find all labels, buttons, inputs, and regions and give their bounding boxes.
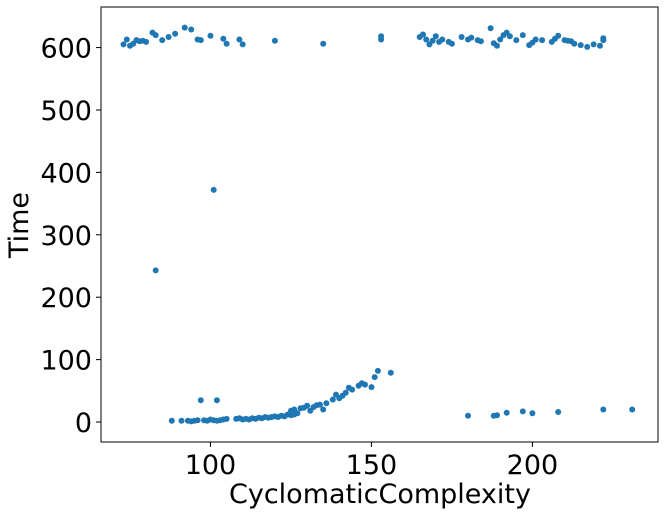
data-point (629, 406, 636, 413)
x-axis-label: CyclomaticComplexity (229, 479, 531, 510)
x-tick-label: 150 (346, 450, 398, 481)
data-point (600, 35, 607, 42)
data-point (143, 38, 150, 45)
data-point (387, 369, 394, 376)
data-point (181, 24, 188, 31)
data-point (123, 36, 130, 43)
y-axis-label: Time (4, 192, 35, 259)
data-point (323, 400, 330, 407)
data-point (532, 36, 539, 43)
data-point (448, 40, 455, 47)
plot-area-frame (100, 6, 659, 443)
data-point (188, 26, 195, 33)
data-point (423, 36, 430, 43)
data-point (458, 34, 465, 40)
data-point (378, 33, 385, 40)
data-point (529, 410, 536, 417)
data-point (506, 33, 513, 40)
data-point (487, 25, 494, 32)
data-point (223, 415, 230, 422)
data-point (168, 417, 175, 424)
data-point (374, 367, 381, 374)
data-point (494, 412, 500, 419)
data-point (197, 397, 204, 404)
data-point (494, 42, 500, 49)
data-point (555, 32, 562, 39)
data-point (368, 384, 375, 391)
data-points (120, 24, 636, 425)
data-point (316, 401, 323, 408)
data-point (220, 35, 227, 42)
data-point (194, 417, 201, 424)
data-point (362, 381, 368, 388)
data-point (172, 30, 179, 37)
data-point (503, 409, 510, 416)
x-axis-ticks: 100 150 200 (185, 442, 559, 481)
x-tick-label: 100 (185, 450, 237, 481)
data-point (197, 37, 204, 44)
data-point (342, 389, 349, 396)
data-point (584, 43, 591, 50)
y-tick-label: 100 (40, 346, 92, 377)
data-point (210, 186, 217, 193)
data-point (597, 42, 603, 49)
data-point (236, 36, 243, 43)
y-tick-label: 0 (75, 408, 92, 439)
data-point (519, 32, 526, 39)
data-point (159, 37, 166, 44)
data-point (497, 36, 504, 43)
data-point (329, 396, 336, 403)
data-point (539, 37, 546, 44)
data-point (577, 42, 584, 49)
data-point (165, 34, 172, 40)
data-point (571, 40, 578, 47)
data-point (271, 37, 278, 44)
data-point (120, 41, 127, 48)
data-point (320, 40, 327, 47)
data-point (294, 410, 301, 417)
data-point (439, 36, 446, 43)
data-point (223, 40, 230, 47)
data-point (178, 417, 185, 424)
data-point (432, 33, 439, 40)
data-point (371, 374, 378, 381)
data-point (239, 41, 246, 48)
y-tick-label: 400 (40, 158, 92, 189)
data-point (213, 397, 220, 404)
data-point (152, 32, 159, 39)
y-tick-label: 500 (40, 96, 92, 127)
data-point (349, 386, 356, 393)
data-point (519, 408, 526, 415)
y-axis-ticks: 0 100 200 300 400 500 600 (40, 34, 101, 439)
data-point (590, 41, 597, 48)
data-point (555, 409, 562, 415)
data-point (468, 34, 475, 41)
data-point (320, 406, 327, 413)
data-point (513, 37, 520, 44)
data-point (207, 32, 214, 39)
data-point (465, 412, 471, 419)
y-tick-label: 300 (40, 221, 92, 252)
data-point (152, 267, 159, 274)
data-point (477, 38, 484, 45)
data-point (420, 31, 426, 38)
data-point (429, 37, 436, 44)
y-tick-label: 600 (40, 34, 92, 65)
x-tick-label: 200 (507, 450, 559, 481)
y-tick-label: 200 (40, 283, 92, 314)
data-point (304, 402, 311, 409)
data-point (600, 406, 607, 413)
